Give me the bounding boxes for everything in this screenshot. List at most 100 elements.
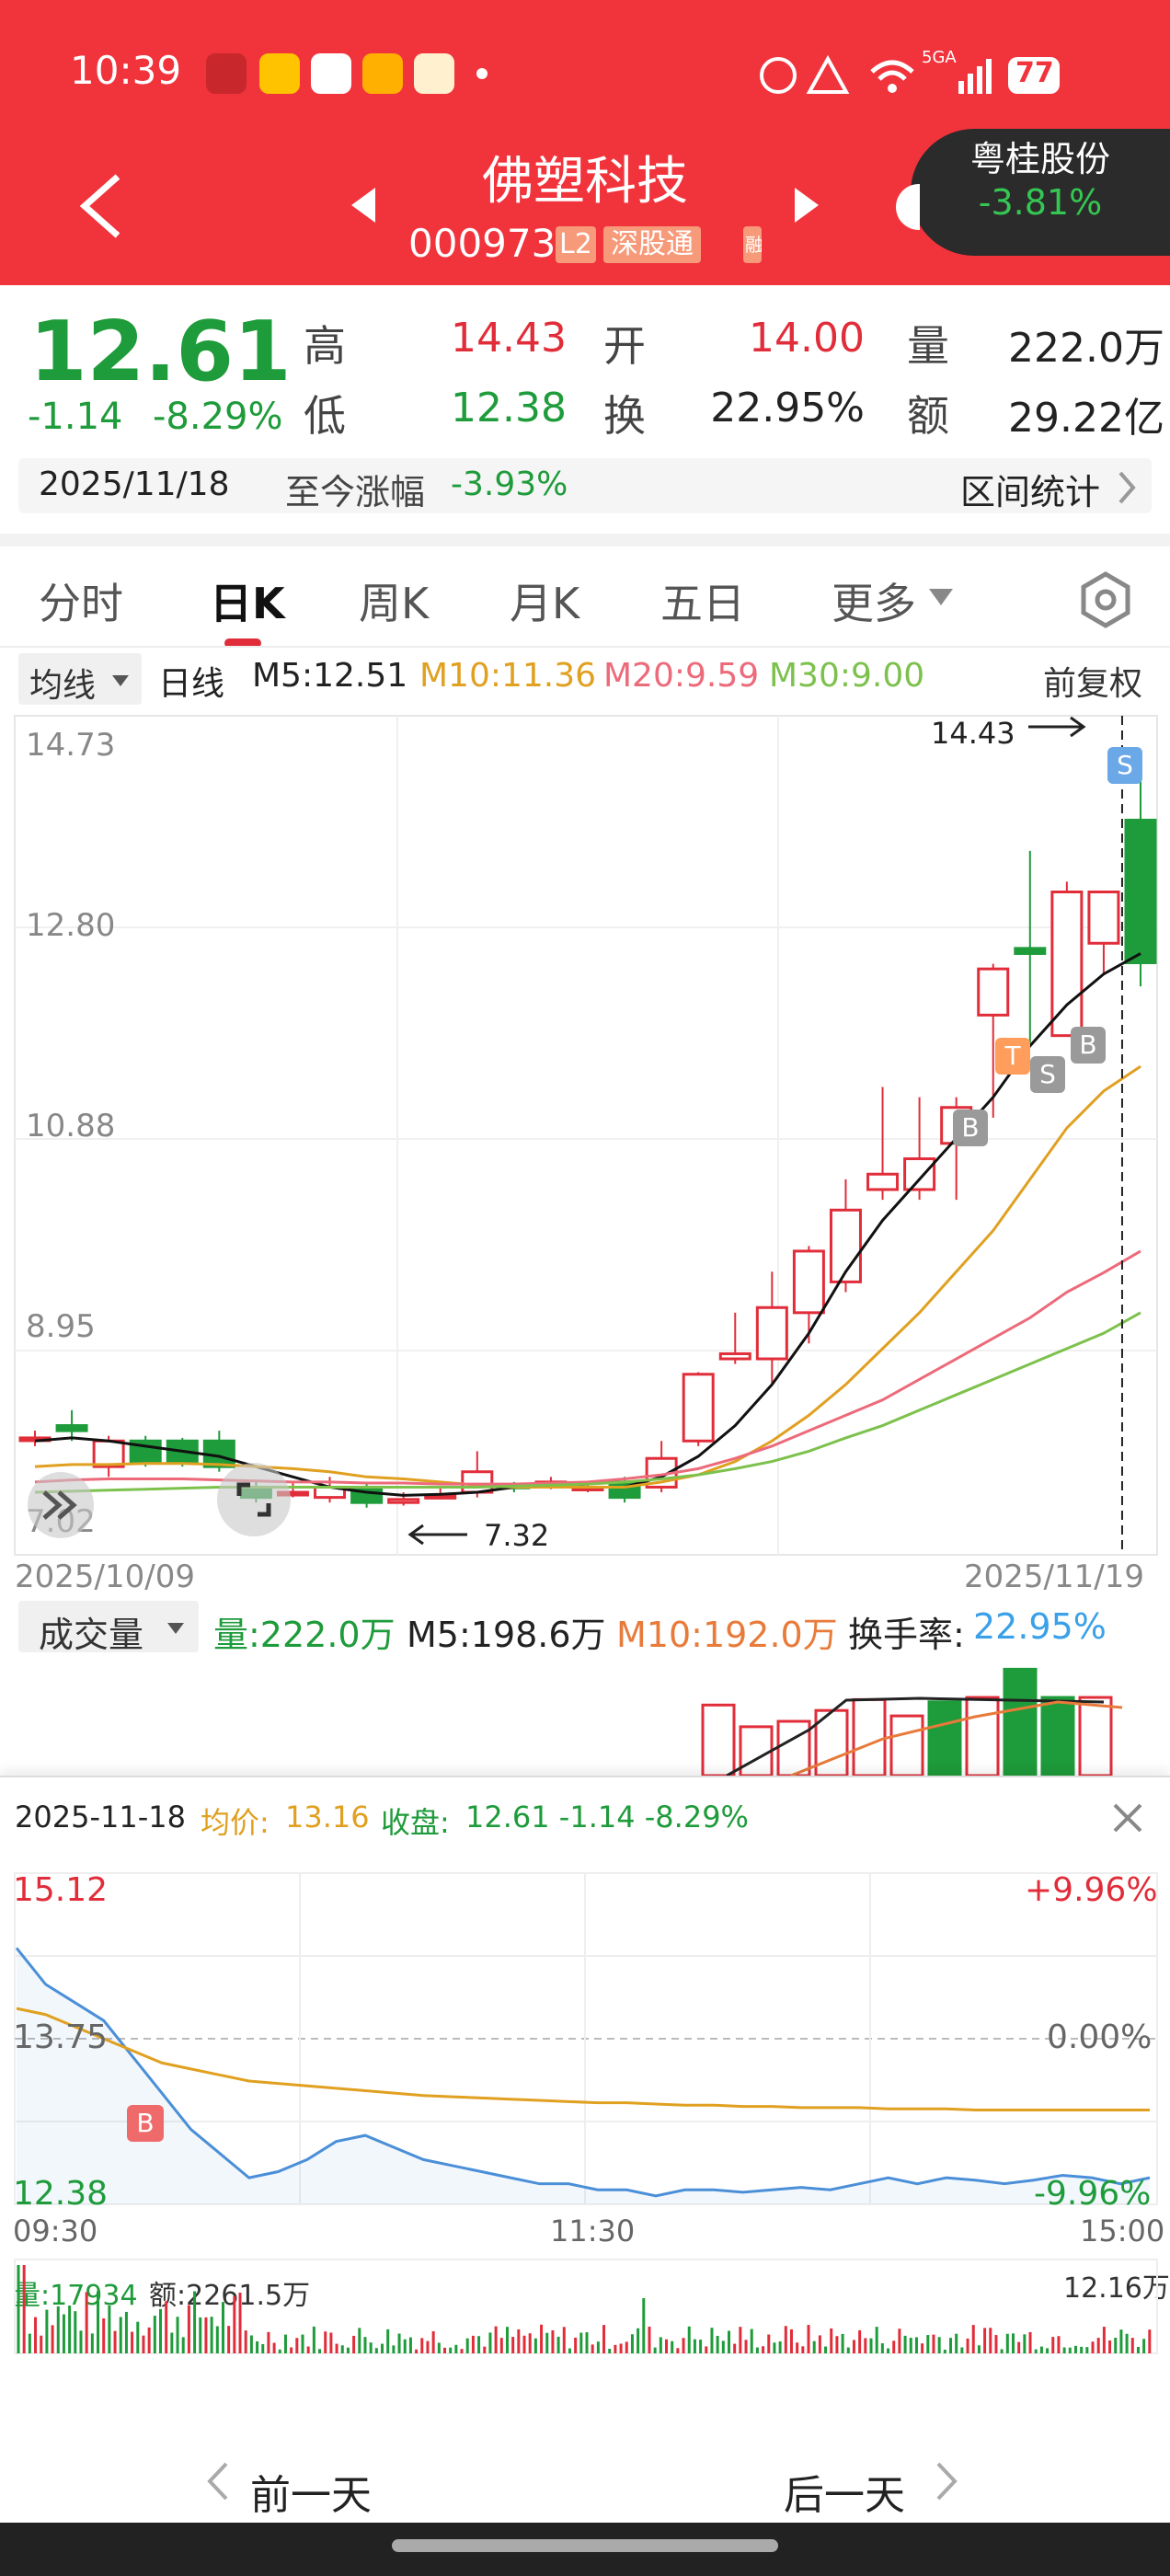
high-marker-label: 14.43: [931, 716, 1015, 751]
intraday-volume-chart: [14, 2259, 1158, 2354]
ma-dropdown[interactable]: 均线: [18, 653, 142, 705]
app-icon-1: [206, 53, 247, 94]
turnover-rate-value: 22.95%: [973, 1606, 1107, 1647]
intraday-popup: 2025-11-18 均价: 13.16 收盘: 12.61 -1.14 -8.…: [0, 1776, 1170, 2576]
high-label: 高: [304, 321, 346, 371]
next-stock-triangle-icon[interactable]: [791, 184, 822, 226]
tab-five-day[interactable]: 五日: [660, 579, 745, 628]
intraday-vol-max: 12.16万: [1063, 2272, 1170, 2305]
intraday-price-chart[interactable]: [0, 1864, 1170, 2232]
volume-m10: M10:192.0万: [616, 1615, 838, 1655]
volume-label: 量: [907, 321, 949, 371]
weibo-icon: [362, 53, 403, 94]
volume-bar: [965, 1696, 1000, 1776]
intraday-buy-badge[interactable]: B: [127, 2105, 164, 2142]
range-label: 至今涨幅: [285, 472, 426, 512]
candle-body: [903, 1157, 936, 1191]
candle-body: [55, 1424, 88, 1432]
battery-level: 77: [1015, 57, 1054, 89]
back-chevron-left-icon[interactable]: [77, 171, 123, 241]
price-change: -1.14: [28, 396, 123, 438]
price-change-pct: -8.29%: [153, 396, 283, 438]
volume-bar: [852, 1697, 887, 1776]
system-status-icons: [760, 54, 1060, 94]
volume-chart[interactable]: [0, 1656, 1170, 1776]
settings-hexagon-icon[interactable]: [1076, 570, 1135, 629]
intraday-pct-top: +9.96%: [1025, 1871, 1158, 1909]
high-value: 14.43: [451, 315, 567, 362]
stock-name: 佛塑科技: [482, 152, 688, 212]
sell-signal-badge[interactable]: S: [1107, 747, 1142, 784]
candle-body: [755, 1305, 788, 1361]
peer-stock-change: -3.81%: [978, 182, 1103, 223]
tab-more[interactable]: 更多: [832, 579, 916, 628]
candle-body: [866, 1172, 900, 1191]
tab-weekly-k[interactable]: 周K: [359, 579, 430, 628]
intraday-time-end: 15:00: [1080, 2214, 1165, 2248]
ma10-value: M10:11.36: [419, 657, 597, 695]
candle-body: [792, 1249, 825, 1315]
expand-chevrons-icon[interactable]: [28, 1472, 94, 1538]
t-signal-badge[interactable]: T: [995, 1038, 1030, 1075]
adjust-label[interactable]: 前复权: [1043, 665, 1143, 703]
intraday-y-bot: 12.38: [13, 2175, 109, 2213]
indicator-dropdown-label: 成交量: [39, 1615, 144, 1655]
range-stat-button[interactable]: 区间统计: [960, 472, 1101, 512]
signal-label: 5GA: [922, 48, 957, 67]
open-value: 14.00: [749, 315, 865, 362]
app-icon-5: [414, 53, 454, 94]
next-day-button[interactable]: 后一天: [784, 2472, 905, 2519]
low-label: 低: [304, 391, 346, 441]
active-tab-indicator: [224, 638, 261, 648]
y-label-2: 12.80: [26, 907, 116, 944]
buy-signal-badge[interactable]: B: [953, 1110, 988, 1146]
ma20-line: [34, 1249, 1141, 1486]
y-label-3: 10.88: [26, 1108, 116, 1144]
low-value: 12.38: [451, 385, 567, 431]
candle-body: [977, 967, 1010, 1017]
candle-body: [682, 1373, 715, 1443]
intraday-volume: 量:17934: [13, 2280, 138, 2312]
connect-tag: 深股通: [603, 226, 701, 263]
candle-body: [461, 1470, 494, 1494]
ma5-value: M5:12.51: [252, 657, 408, 695]
stock-code: 000973: [408, 221, 556, 266]
volume-bar: [1040, 1696, 1075, 1776]
tab-daily-k[interactable]: 日K: [210, 579, 285, 628]
more-notifications-icon: [476, 68, 488, 79]
sell-signal-badge-2[interactable]: S: [1030, 1056, 1065, 1093]
caret-down-icon: [112, 675, 129, 686]
volume-bar: [776, 1719, 811, 1776]
volume-bar: [1078, 1696, 1113, 1776]
fullscreen-icon[interactable]: [217, 1463, 291, 1536]
end-date: 2025/11/19: [964, 1558, 1144, 1595]
turnover-label: 换: [603, 391, 646, 441]
tab-monthly-k[interactable]: 月K: [510, 579, 580, 628]
candle-body: [92, 1439, 125, 1468]
candle-body: [1050, 891, 1084, 1038]
intraday-date: 2025-11-18: [15, 1800, 186, 1834]
low-arrow-icon: [407, 1524, 467, 1546]
range-date: 2025/11/18: [39, 466, 230, 503]
prev-day-button[interactable]: 前一天: [250, 2472, 372, 2519]
turnover-value: 22.95%: [710, 385, 865, 431]
intraday-close-label: 收盘:: [381, 1805, 450, 1840]
intraday-area: [17, 1948, 1150, 2204]
y-label-1: 14.73: [26, 727, 116, 764]
home-indicator[interactable]: [392, 2539, 778, 2552]
kline-chart[interactable]: [0, 708, 1170, 1592]
buy-signal-badge-2[interactable]: B: [1071, 1027, 1106, 1064]
candle-body: [1014, 947, 1047, 955]
prev-stock-triangle-icon[interactable]: [348, 184, 379, 226]
range-stat-bar[interactable]: 2025/11/18 至今涨幅 -3.93% 区间统计: [18, 458, 1152, 513]
close-icon[interactable]: [1109, 1800, 1146, 1836]
y-label-4: 8.95: [26, 1308, 96, 1345]
amount-value: 29.22亿: [1008, 395, 1164, 442]
tab-intraday[interactable]: 分时: [39, 579, 123, 628]
indicator-dropdown[interactable]: 成交量: [18, 1601, 199, 1655]
ma20-value: M20:9.59: [603, 657, 760, 695]
candle-body: [387, 1498, 420, 1504]
intraday-price-line: [15, 1947, 1151, 2198]
start-date: 2025/10/09: [15, 1558, 195, 1595]
peer-stock-card[interactable]: 粤桂股份 -3.81%: [911, 129, 1170, 256]
